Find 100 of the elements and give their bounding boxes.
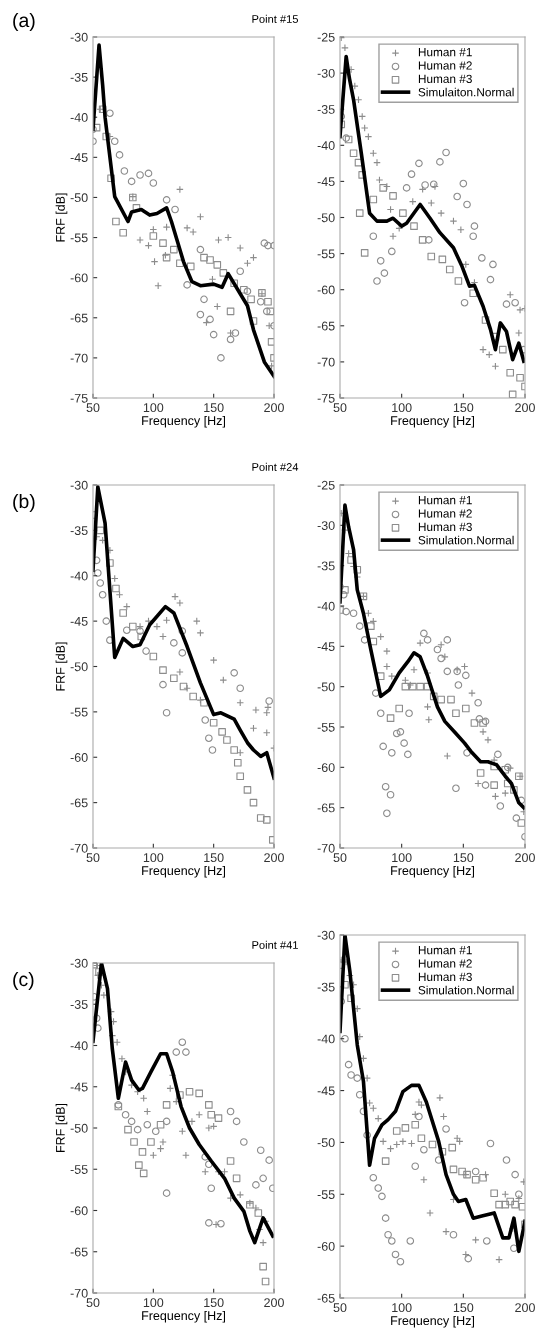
x-tick-label: 50 bbox=[86, 1298, 100, 1308]
y-tick-label: -45 bbox=[70, 1082, 88, 1092]
y-tick-label: -30 bbox=[70, 32, 88, 42]
chart-title: Point #15 bbox=[252, 14, 299, 23]
y-tick-label: -40 bbox=[317, 141, 335, 150]
y-tick-label: -30 bbox=[317, 521, 335, 530]
y-tick-label: -60 bbox=[317, 285, 335, 295]
y-tick-label: -50 bbox=[317, 682, 335, 692]
y-tick-label: -30 bbox=[70, 958, 88, 968]
y-tick-label: -60 bbox=[317, 763, 335, 772]
x-tick-label: 200 bbox=[515, 403, 535, 413]
x-tick-label: 150 bbox=[453, 1303, 474, 1313]
legend-label: Human #3 bbox=[418, 74, 472, 84]
legend-label: Human #3 bbox=[418, 972, 472, 982]
legend-label: Human #2 bbox=[418, 61, 472, 70]
legend-label: Human #1 bbox=[418, 48, 472, 57]
y-tick-label: -50 bbox=[317, 213, 335, 223]
y-tick-label: -60 bbox=[70, 273, 88, 283]
x-tick-label: 150 bbox=[453, 403, 474, 413]
x-axis-title: Frequency [Hz] bbox=[391, 865, 474, 878]
y-tick-label: -55 bbox=[317, 1190, 335, 1199]
x-tick-label: 150 bbox=[204, 1298, 224, 1308]
x-axis-title: Frequency [Hz] bbox=[142, 415, 225, 428]
y-tick-label: -50 bbox=[317, 1138, 335, 1148]
y-tick-label: -35 bbox=[70, 526, 88, 536]
y-tick-label: -65 bbox=[317, 1293, 335, 1303]
y-axis-title: FRF [dB] bbox=[55, 1103, 68, 1152]
x-tick-label: 150 bbox=[204, 853, 224, 863]
x-tick-label: 200 bbox=[264, 1298, 284, 1308]
x-tick-label: 50 bbox=[333, 1303, 347, 1313]
y-tick-label: -60 bbox=[70, 753, 88, 762]
y-tick-label: -50 bbox=[70, 193, 88, 203]
x-axis-title: Frequency [Hz] bbox=[142, 1310, 225, 1323]
y-tick-label: -35 bbox=[70, 72, 88, 82]
y-tick-label: -60 bbox=[317, 1241, 335, 1251]
text: (b) bbox=[13, 493, 35, 513]
y-tick-label: -40 bbox=[70, 571, 88, 581]
chart-title: Point #24 bbox=[252, 462, 299, 471]
y-tick-label: -70 bbox=[317, 357, 335, 367]
y-tick-label: -65 bbox=[70, 798, 88, 808]
legend-label: Human #1 bbox=[418, 946, 472, 955]
y-tick-label: -45 bbox=[317, 177, 335, 187]
y-tick-label: -65 bbox=[317, 803, 335, 813]
x-tick-label: 50 bbox=[86, 853, 100, 863]
x-tick-label: 100 bbox=[392, 403, 412, 413]
legend-label: Human #3 bbox=[418, 522, 472, 532]
y-tick-label: -40 bbox=[317, 601, 335, 611]
y-tick-label: -30 bbox=[317, 68, 335, 78]
legend-label: Simulation.Normal bbox=[418, 535, 514, 545]
y-tick-label: -55 bbox=[317, 722, 335, 732]
y-tick-label: -70 bbox=[317, 843, 335, 853]
y-tick-label: -35 bbox=[70, 1000, 88, 1009]
legend-label: Simulation.Normal bbox=[418, 985, 514, 995]
y-tick-label: -55 bbox=[70, 233, 88, 243]
text: (a) bbox=[13, 12, 35, 32]
x-tick-label: 50 bbox=[333, 403, 347, 413]
y-tick-label: -25 bbox=[317, 480, 335, 490]
y-tick-label: -45 bbox=[317, 642, 335, 651]
y-tick-label: -75 bbox=[317, 393, 335, 403]
x-tick-label: 100 bbox=[143, 403, 164, 413]
x-axis-title: Frequency [Hz] bbox=[142, 865, 225, 878]
y-tick-label: -35 bbox=[317, 105, 335, 114]
x-tick-label: 150 bbox=[453, 853, 474, 863]
y-tick-label: -50 bbox=[70, 1123, 88, 1133]
y-tick-label: -25 bbox=[317, 32, 335, 42]
chart-title: Point #41 bbox=[252, 940, 298, 949]
y-tick-label: -55 bbox=[70, 707, 88, 717]
x-axis-title: Frequency [Hz] bbox=[391, 415, 474, 428]
x-tick-label: 100 bbox=[392, 1303, 412, 1313]
y-axis-title: FRF [dB] bbox=[55, 193, 68, 242]
y-tick-label: -45 bbox=[70, 153, 88, 162]
y-tick-label: -30 bbox=[317, 930, 335, 940]
x-tick-label: 200 bbox=[515, 1303, 535, 1313]
y-tick-label: -65 bbox=[70, 1247, 88, 1257]
x-tick-label: 200 bbox=[264, 403, 284, 413]
x-tick-label: 100 bbox=[392, 853, 412, 863]
y-tick-label: -50 bbox=[70, 662, 88, 672]
text: (c) bbox=[13, 971, 34, 991]
y-tick-label: -75 bbox=[70, 393, 88, 403]
x-tick-label: 200 bbox=[264, 853, 284, 863]
y-tick-label: -45 bbox=[70, 617, 88, 626]
legend-label: Human #1 bbox=[418, 496, 472, 505]
y-tick-label: -70 bbox=[70, 1288, 88, 1298]
x-axis-title: Frequency [Hz] bbox=[391, 1315, 474, 1328]
y-tick-label: -65 bbox=[317, 321, 335, 331]
y-tick-label: -35 bbox=[317, 561, 335, 571]
legend-label: Human #2 bbox=[418, 959, 472, 968]
x-tick-label: 50 bbox=[333, 853, 347, 863]
legend-label: Simulaiton.Normal bbox=[418, 87, 514, 97]
x-tick-label: 100 bbox=[143, 853, 164, 863]
y-tick-label: -40 bbox=[70, 113, 88, 122]
y-tick-label: -65 bbox=[70, 313, 88, 323]
y-tick-label: -40 bbox=[317, 1034, 335, 1044]
y-tick-label: -55 bbox=[70, 1165, 88, 1174]
y-tick-label: -45 bbox=[317, 1086, 335, 1096]
y-tick-label: -35 bbox=[317, 982, 335, 992]
y-axis-title: FRF [dB] bbox=[55, 642, 68, 691]
x-tick-label: 50 bbox=[86, 403, 100, 413]
x-tick-label: 200 bbox=[515, 853, 535, 863]
x-tick-label: 100 bbox=[143, 1298, 164, 1308]
